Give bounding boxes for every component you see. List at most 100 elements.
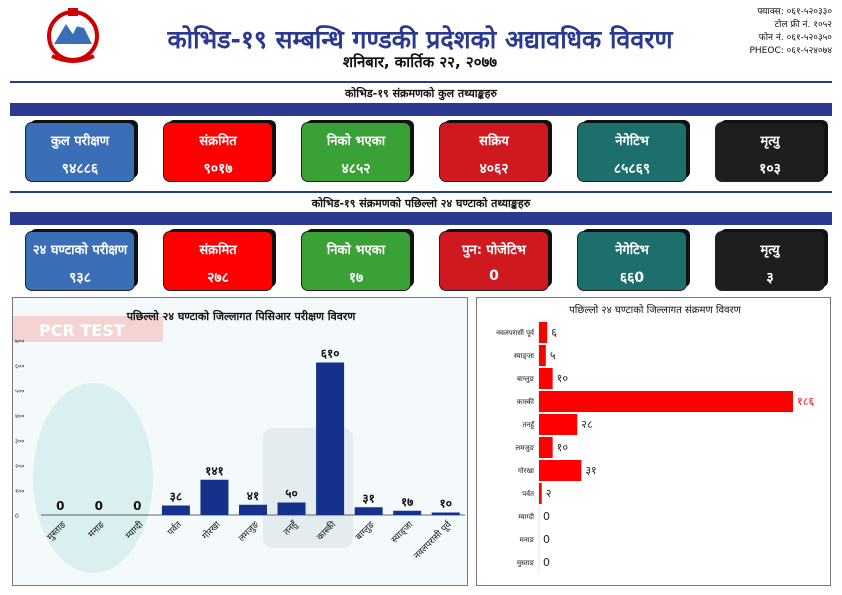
section-band [10, 212, 832, 225]
data-label: १० [557, 372, 569, 385]
y-tick-label: ४०० [15, 413, 24, 420]
ppe-figure-illustration [33, 383, 153, 573]
stat-label: निको भएका [326, 134, 386, 149]
bar [539, 460, 582, 481]
watermark-banner [13, 316, 163, 342]
chart-title: पछिल्लो २४ घण्टाको जिल्लागत पिसिआर परीक्… [126, 309, 357, 323]
stat-label: नेगेटिभ [615, 243, 649, 258]
stat-value: १७ [348, 270, 364, 286]
stat-box: निको भएका ४८५२ [302, 123, 410, 181]
stat-box: नेगेटिभ ६६0 [578, 232, 686, 290]
stat-box: पुन: पोजेटिभ 0 [440, 232, 548, 290]
y-tick-label: बाग्लुङ [517, 375, 535, 383]
stat-value: २७८ [207, 270, 229, 286]
data-label: १८६ [797, 395, 814, 408]
bar [277, 502, 306, 515]
data-label: 0 [56, 499, 64, 513]
data-label: ५० [285, 487, 297, 501]
data-label: १० [439, 497, 451, 511]
x-tick-label: स्याङ्जा [390, 520, 416, 546]
stat-value: ४०६२ [479, 161, 509, 177]
divider [10, 191, 832, 193]
stat-box: मृत्यु ३ [716, 232, 824, 290]
data-label: ४१ [247, 489, 259, 503]
bar [539, 483, 542, 504]
bar [539, 391, 793, 412]
stat-box: कुल परीक्षण ९४८८६ [26, 123, 134, 181]
bar [161, 505, 190, 515]
x-tick-label: लमजुङ [237, 520, 261, 544]
stat-box: संक्रमित २७८ [164, 232, 272, 290]
x-tick-label: बाग्लुङ [354, 520, 377, 543]
data-label: ५ [550, 349, 556, 362]
x-tick-label: नवलपरासी पूर्व [411, 518, 455, 562]
toll-free: टोल फ्री नं. १०५२ [774, 20, 832, 30]
bar [539, 322, 548, 343]
total-section-title: कोभिड-१९ संक्रमणको कुल तथ्याङ्कहरु [344, 87, 497, 100]
y-tick-label: नवलपरासी पूर्व [496, 328, 535, 337]
contact-info: फ्याक्स: ०६१-५२०३३० टोल फ्री नं. १०५२ फो… [749, 6, 832, 58]
stat-value: 0 [489, 268, 499, 284]
bar [239, 504, 267, 515]
bar [354, 507, 383, 515]
data-label: ६१० [321, 347, 340, 361]
stat-value: ९४८८६ [61, 161, 99, 177]
page-title: कोभिड-१९ सम्बन्धि गण्डकी प्रदेशको अद्याव… [167, 25, 673, 54]
data-label: १४१ [205, 464, 224, 478]
data-label: ३८ [170, 490, 182, 504]
data-label: १७ [401, 495, 414, 509]
y-tick-label: ६०० [15, 363, 24, 370]
report-date: शनिबार, कार्तिक २२, २०७७ [342, 53, 498, 71]
stat-label: संक्रमित [199, 134, 237, 149]
data-label: 0 [95, 499, 103, 513]
y-tick-label: ३०० [15, 438, 24, 445]
y-tick-label: गोरखा [518, 466, 534, 475]
stat-label: नेगेटिभ [615, 134, 649, 149]
data-label: 0 [543, 533, 550, 546]
chart-title: पछिल्लो २४ घण्टाको जिल्लागत संक्रमण विवर… [569, 304, 742, 316]
y-tick-label: कास्की [517, 397, 534, 406]
y-tick-label: 0 [15, 513, 19, 520]
bar [316, 362, 345, 515]
bar [539, 368, 553, 389]
bar [539, 437, 553, 458]
stat-value: ९३८ [69, 270, 91, 286]
stat-label: कुल परीक्षण [50, 134, 110, 149]
data-label: २ [546, 487, 552, 500]
infection-chart-panel: पछिल्लो २४ घण्टाको जिल्लागत संक्रमण विवर… [476, 297, 831, 586]
section-band [10, 103, 832, 116]
divider [10, 81, 832, 83]
y-tick-label: २०० [15, 463, 24, 470]
bar [539, 414, 578, 435]
y-tick-label: १०० [15, 488, 24, 495]
y-tick-label: स्याङ्जा [514, 352, 534, 360]
stat-value: ३ [766, 270, 774, 286]
stat-box: संक्रमित ९०१७ [164, 123, 272, 181]
last24-section-title: कोभिड-१९ संक्रमणको पछिल्लो २४ घण्टाको तथ… [311, 197, 531, 210]
data-label: १० [557, 441, 569, 454]
data-label: 0 [543, 510, 550, 523]
fax: फ्याक्स: ०६१-५२०३३० [757, 7, 832, 17]
y-tick-label: मनाङ [520, 536, 535, 544]
x-tick-label: पर्वत [165, 518, 185, 538]
y-tick-label: ७०० [15, 338, 24, 345]
x-tick-label: गोरखा [199, 518, 223, 542]
stat-value: ९०१७ [203, 161, 233, 177]
stat-label: २४ घण्टाको परीक्षण [32, 243, 128, 258]
stat-label: निको भएका [326, 243, 386, 258]
stat-value: ८५८६९ [613, 161, 651, 177]
stat-box: सक्रिय ४०६२ [440, 123, 548, 181]
bar [431, 512, 460, 515]
y-tick-label: लमजुङ [515, 444, 534, 452]
pheoc-phone: PHEOC: ०६१-५२४०७४ [749, 46, 832, 56]
data-label: 0 [133, 499, 141, 513]
stat-label: मृत्यु [760, 134, 780, 149]
y-tick-label: तनहुँ [522, 420, 535, 430]
nepal-emblem-logo [40, 6, 106, 68]
stat-box: २४ घण्टाको परीक्षण ९३८ [26, 232, 134, 290]
stat-label: पुन: पोजेटिभ [462, 243, 526, 258]
stat-box: निको भएका १७ [302, 232, 410, 290]
y-tick-label: पर्वत [522, 489, 535, 498]
stat-label: संक्रमित [199, 243, 237, 258]
